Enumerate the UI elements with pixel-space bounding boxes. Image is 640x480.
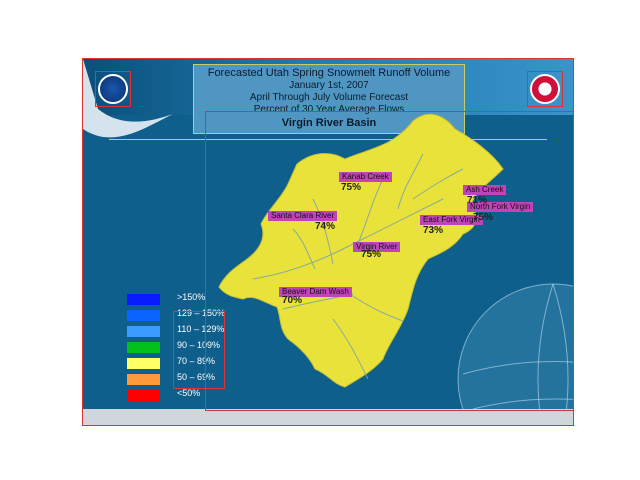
- pct-east-fork-virgin: 73%: [423, 225, 444, 236]
- legend-row: 90 – 109%: [127, 339, 237, 355]
- title-rule: [109, 139, 547, 140]
- legend-swatch: [127, 390, 160, 401]
- title-line-2: January 1st, 2007: [289, 80, 369, 91]
- legend-row: 129 – 150%: [127, 307, 237, 323]
- title-line-4: Percent of 30 Year Average Flows: [253, 104, 405, 115]
- label-ash-creek: Ash Creek: [463, 185, 507, 195]
- legend-frame: [173, 311, 225, 389]
- legend-swatch: [127, 310, 160, 321]
- legend-row: 110 – 129%: [127, 323, 237, 339]
- pct-ash-creek: 71%: [467, 195, 488, 206]
- title-line-5: Virgin River Basin: [281, 117, 377, 129]
- legend-range: <50%: [177, 388, 201, 398]
- legend-row: >150%: [127, 291, 237, 307]
- label-beaver-dam-wash: Beaver Dam Wash: [279, 287, 352, 297]
- legend-range: 90 – 109%: [177, 340, 221, 350]
- legend-swatch: [127, 342, 160, 353]
- legend-swatch: [127, 358, 160, 369]
- legend: >150% 129 – 150% 110 – 129% 90 – 109% 70…: [127, 291, 237, 403]
- noaa-logo-icon: [95, 71, 131, 107]
- title-line-3: April Through July Volume Forecast: [249, 92, 409, 103]
- label-virgin-river: Virgin River: [353, 242, 401, 252]
- label-east-fork-virgin: East Fork Virgin: [420, 215, 483, 225]
- legend-swatch: [127, 294, 160, 305]
- legend-row: 70 – 89%: [127, 355, 237, 371]
- legend-range: >150%: [177, 292, 206, 302]
- nws-logo-icon: [527, 71, 563, 107]
- pct-beaver-dam-wash: 70%: [282, 295, 303, 306]
- map-region-overlay: [205, 111, 573, 411]
- title-line-1: Forecasted Utah Spring Snowmelt Runoff V…: [207, 67, 451, 79]
- legend-swatch: [127, 326, 160, 337]
- pct-santa-clara: 74%: [315, 221, 336, 232]
- swoosh-decoration: [83, 59, 173, 138]
- legend-range: 110 – 129%: [177, 324, 225, 334]
- bottom-strip: [83, 409, 573, 425]
- legend-row: <50%: [127, 387, 237, 403]
- legend-range: 70 – 89%: [177, 356, 216, 366]
- legend-row: 50 – 69%: [127, 371, 237, 387]
- globe-decoration: [457, 283, 573, 425]
- label-kanab-creek: Kanab Creek: [339, 172, 392, 182]
- legend-range: 50 – 69%: [177, 372, 216, 382]
- legend-range: 129 – 150%: [177, 308, 226, 318]
- map-slide: Forecasted Utah Spring Snowmelt Runoff V…: [82, 58, 574, 426]
- label-north-fork-virgin: North Fork Virgin: [467, 202, 534, 212]
- pct-north-fork-virgin: 75%: [473, 212, 494, 223]
- label-santa-clara-river: Santa Clara River: [268, 211, 338, 221]
- pct-virgin-river: 75%: [361, 249, 382, 260]
- pct-kanab-creek: 75%: [341, 182, 362, 193]
- legend-swatch: [127, 374, 160, 385]
